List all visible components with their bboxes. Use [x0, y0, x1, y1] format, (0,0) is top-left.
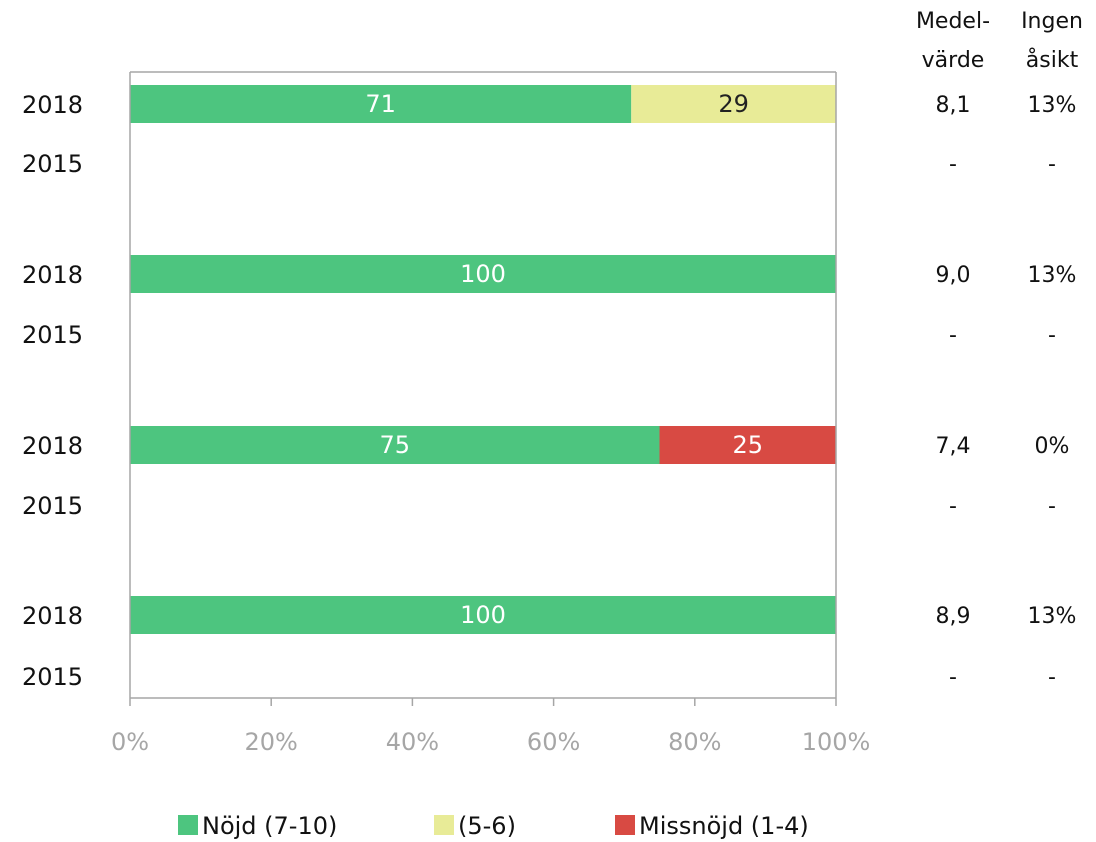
data-label-row4-series2: 25	[732, 431, 763, 459]
ingen-asikt-value-4: 0%	[1035, 434, 1070, 459]
bar-segment-row2-series0	[130, 255, 836, 293]
x-tick-label-2: 40%	[386, 728, 439, 756]
x-tick-label-4: 80%	[668, 728, 721, 756]
medelvarde-value-5: -	[949, 494, 957, 519]
header-medelvarde-line1: Medel-	[916, 9, 990, 34]
category-label-1: 2015	[22, 150, 83, 178]
bar-segment-row6-series0	[130, 596, 836, 634]
x-tick-label-3: 60%	[527, 728, 580, 756]
ingen-asikt-value-7: -	[1048, 665, 1056, 690]
legend-swatch-0	[178, 815, 198, 835]
data-label-row2-series0: 100	[460, 260, 506, 288]
legend-swatch-1	[434, 815, 454, 835]
ingen-asikt-value-2: 13%	[1028, 263, 1077, 288]
plot-area: 71 29 100 75 25 100 0% 20% 40% 60% 80% 100% 2018 8,1 1…	[22, 71, 1077, 840]
data-label-row0-series1: 29	[718, 90, 749, 118]
category-label-4: 2018	[22, 432, 83, 460]
category-label-5: 2015	[22, 492, 83, 520]
category-label-2: 2018	[22, 261, 83, 289]
medelvarde-value-1: -	[949, 152, 957, 177]
ingen-asikt-value-1: -	[1048, 152, 1056, 177]
bar-segment-row0-series0	[130, 85, 632, 123]
header-ingen-asikt-line1: Ingen	[1021, 9, 1083, 34]
medelvarde-value-2: 9,0	[936, 263, 971, 288]
legend-swatch-2	[615, 815, 635, 835]
data-label-row6-series0: 100	[460, 601, 506, 629]
category-label-7: 2015	[22, 663, 83, 691]
ingen-asikt-value-3: -	[1048, 323, 1056, 348]
medelvarde-value-6: 8,9	[936, 604, 971, 629]
ingen-asikt-value-5: -	[1048, 494, 1056, 519]
category-label-6: 2018	[22, 602, 83, 630]
category-label-0: 2018	[22, 91, 83, 119]
x-tick-label-1: 20%	[245, 728, 298, 756]
category-label-3: 2015	[22, 321, 83, 349]
ingen-asikt-value-6: 13%	[1028, 604, 1077, 629]
x-tick-label-5: 100%	[802, 728, 871, 756]
medelvarde-value-7: -	[949, 665, 957, 690]
data-label-row4-series0: 75	[379, 431, 410, 459]
header-medelvarde-line2: värde	[922, 48, 985, 73]
bar-segment-row4-series0	[130, 426, 660, 464]
bar-segment-row4-series2	[659, 426, 836, 464]
legend-label-0: Nöjd (7-10)	[202, 812, 337, 840]
ingen-asikt-value-0: 13%	[1028, 93, 1077, 118]
medelvarde-value-0: 8,1	[936, 93, 971, 118]
data-label-row0-series0: 71	[365, 90, 396, 118]
medelvarde-value-3: -	[949, 323, 957, 348]
legend-label-1: (5-6)	[458, 812, 516, 840]
header-ingen-asikt-line2: åsikt	[1026, 47, 1079, 73]
legend-label-2: Missnöjd (1-4)	[639, 812, 809, 840]
medelvarde-value-4: 7,4	[936, 434, 971, 459]
x-tick-label-0: 0%	[111, 728, 149, 756]
bar-segment-row0-series1	[631, 85, 836, 123]
